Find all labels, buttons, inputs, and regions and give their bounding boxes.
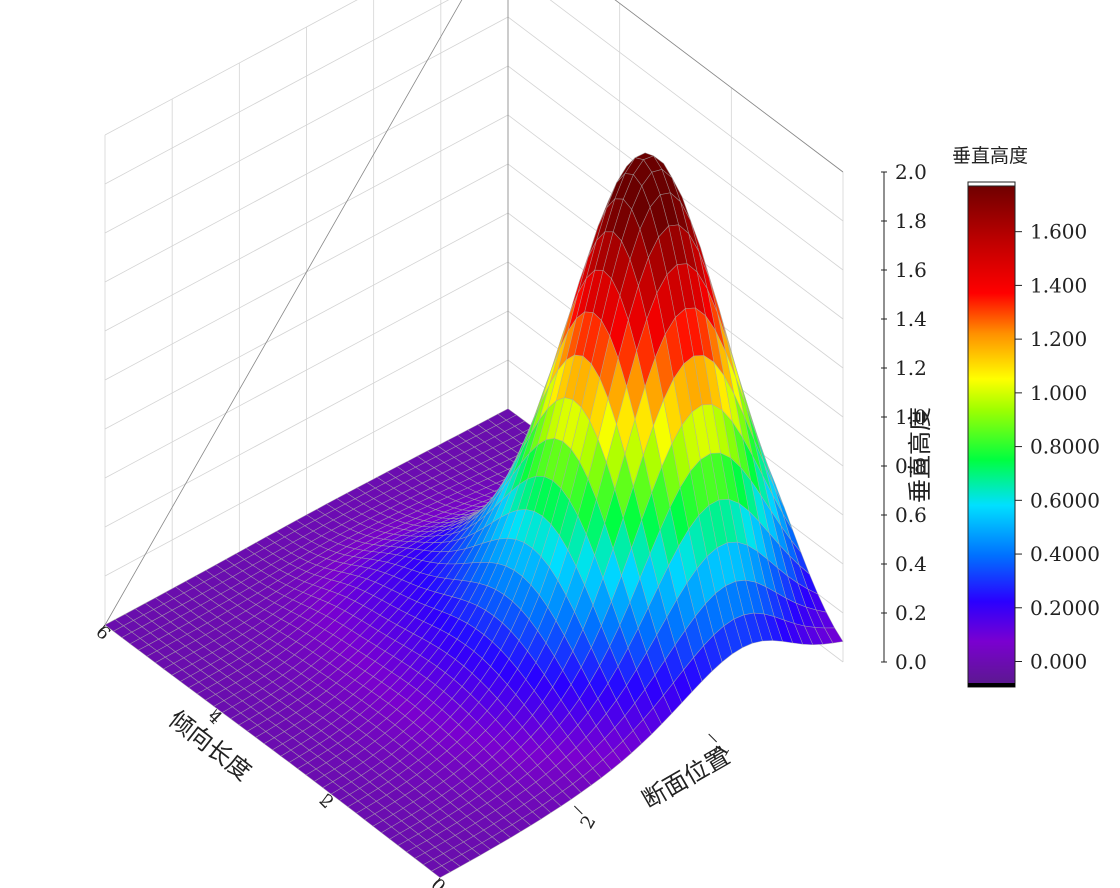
z-tick-label: 2.0 [895,160,927,184]
colorbar-ticks: 0.000 0.2000 0.4000 0.6000 0.8000 1.000 1.200 1… [1015,220,1100,674]
colorbar-tick-label: 0.8000 [1030,435,1100,459]
y-tick-label: 2 [315,790,338,813]
y-tick-label: 0 [426,875,449,888]
y-tick [98,624,106,634]
colorbar-tick-label: 1.600 [1030,220,1087,244]
x-tick [573,805,583,815]
colorbar-tick-label: 0.2000 [1030,596,1100,620]
colorbar-tick-label: 1.400 [1030,273,1087,297]
wall-outline [104,0,844,626]
z-tick-label: 1.8 [895,209,927,233]
x-tick-label: 2 [576,812,600,832]
z-tick-label: 0.2 [895,601,927,625]
z-tick-label: 0.4 [895,552,927,576]
z-axis-title: 垂直高度 [906,407,934,503]
colorbar-title: 垂直高度 [952,145,1028,167]
surface-cell [431,865,451,878]
z-tick-label: 0.0 [895,650,927,674]
z-tick-label: 1.6 [895,258,927,282]
y-tick [210,709,218,718]
colorbar-tick-label: 0.4000 [1030,542,1100,566]
colorbar-tick-label: 0.6000 [1030,488,1100,512]
colorbar-tick-label: 1.000 [1030,381,1087,405]
z-tick-label: 1.2 [895,356,927,380]
colorbar: 垂直高度 0.000 0.2000 0.4000 0.6000 0.8000 1.000 1… [952,145,1100,688]
colorbar-tick-label: 1.200 [1030,327,1087,351]
y-tick [433,877,441,887]
z-tick-label: 1.0 [895,405,927,429]
z-tick-label: 1.4 [895,307,927,331]
y-tick-label: 6 [91,622,114,645]
y-tick [321,793,329,802]
colorbar-tick-label: 0.000 [1030,650,1087,674]
colorbar-gradient [967,181,1016,688]
z-tick-label: 0.6 [895,503,927,527]
x-axis-title: 断面位置 [637,742,734,814]
z-tick-label: 0.8 [895,454,927,478]
x-tick [708,733,718,743]
z-axis: 0.0 0.2 0.4 0.6 0.8 1.0 1.2 1.4 1.6 1.8 2.0 [881,160,927,674]
surface-mesh [104,152,844,878]
